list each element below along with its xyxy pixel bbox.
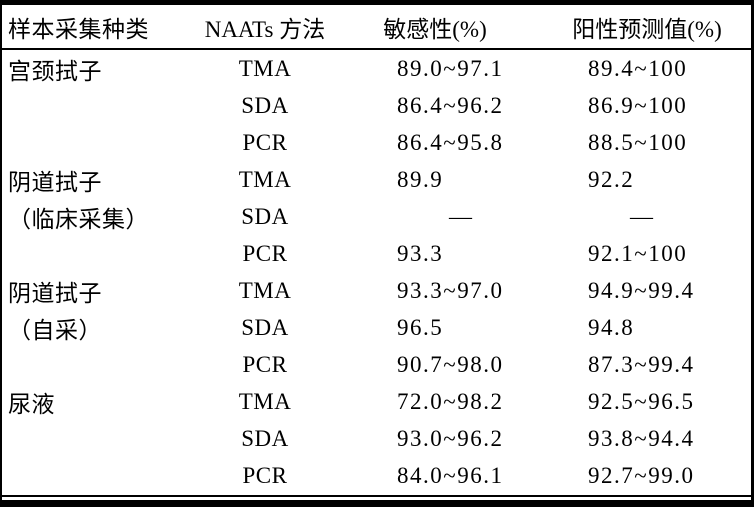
sensitivity-cell: 72.0~98.2: [330, 389, 540, 415]
sensitivity-cell: 89.0~97.1: [330, 56, 540, 82]
sensitivity-cell: 86.4~96.2: [330, 93, 540, 119]
sensitivity-cell: 84.0~96.1: [330, 463, 540, 489]
header-sample-type: 样本采集种类: [8, 16, 149, 42]
sensitivity-cell: 86.4~95.8: [330, 130, 540, 156]
table-row: PCR 84.0~96.1 92.7~99.0: [0, 458, 754, 495]
category-cell: （临床采集）: [8, 206, 149, 232]
table-bottom-rule: [0, 500, 754, 507]
ppv-value: 88.5~100: [588, 129, 688, 155]
ppv-cell: —: [540, 204, 754, 230]
ppv-cell: 92.2: [540, 167, 754, 193]
ppv-value: —: [630, 203, 653, 229]
ppv-cell: 94.8: [540, 315, 754, 341]
method-cell: SDA: [241, 426, 289, 452]
ppv-value: 89.4~100: [588, 55, 688, 81]
method-cell: PCR: [242, 352, 288, 378]
ppv-cell: 86.9~100: [540, 93, 754, 119]
ppv-value: 86.9~100: [588, 92, 688, 118]
ppv-value: 92.7~99.0: [588, 463, 695, 489]
table-row: （临床采集） SDA — —: [0, 198, 754, 235]
ppv-value: 94.8: [588, 315, 635, 341]
category-cell: 尿液: [8, 392, 55, 418]
table-top-rule: [0, 0, 754, 5]
sensitivity-cell: 90.7~98.0: [330, 352, 540, 378]
ppv-cell: 87.3~99.4: [540, 352, 754, 378]
sensitivity-value: 86.4~96.2: [397, 92, 504, 118]
table-row: SDA 86.4~96.2 86.9~100: [0, 87, 754, 124]
sensitivity-value: 93.3: [397, 240, 444, 266]
sensitivity-cell: 96.5: [330, 315, 540, 341]
ppv-cell: 93.8~94.4: [540, 426, 754, 452]
table-body: 宫颈拭子 TMA 89.0~97.1 89.4~100 SDA 86.4~96.…: [0, 50, 754, 497]
ppv-value: 94.9~99.4: [588, 278, 695, 303]
sensitivity-value: 89.9: [397, 166, 444, 192]
table-row: PCR 90.7~98.0 87.3~99.4: [0, 347, 754, 384]
ppv-cell: 92.5~96.5: [540, 389, 754, 415]
ppv-value: 92.2: [588, 166, 635, 192]
table-header-row: 样本采集种类 NAATs 方法 敏感性(%) 阳性预测值(%): [0, 5, 754, 50]
table-row: SDA 93.0~96.2 93.8~94.4: [0, 421, 754, 458]
sensitivity-value: 86.4~95.8: [397, 129, 504, 155]
category-cell: 宫颈拭子: [8, 58, 102, 84]
method-cell: PCR: [242, 463, 288, 489]
ppv-cell: 92.7~99.0: [540, 463, 754, 489]
sensitivity-cell: 93.3: [330, 241, 540, 267]
method-cell: SDA: [241, 315, 289, 341]
category-cell: （自采）: [8, 318, 102, 344]
ppv-cell: 92.1~100: [540, 241, 754, 267]
method-cell: PCR: [242, 129, 288, 155]
sensitivity-value: 93.0~96.2: [397, 426, 504, 452]
sensitivity-cell: 89.9: [330, 167, 540, 193]
table-row: PCR 93.3 92.1~100: [0, 235, 754, 272]
method-cell: SDA: [241, 92, 289, 118]
header-naats-method: NAATs 方法: [204, 16, 326, 42]
sensitivity-cell: —: [330, 204, 540, 230]
ppv-cell: 89.4~100: [540, 56, 754, 82]
method-cell: TMA: [238, 55, 292, 81]
sensitivity-value: 96.5: [397, 315, 444, 341]
sensitivity-value: 93.3~97.0: [397, 278, 504, 303]
sensitivity-cell: 93.0~96.2: [330, 426, 540, 452]
method-cell: SDA: [241, 203, 289, 229]
category-cell: 阴道拭子: [8, 281, 102, 306]
sensitivity-value: —: [449, 203, 472, 229]
table-row: 阴道拭子 TMA 89.9 92.2: [0, 161, 754, 198]
table-row: 尿液 TMA 72.0~98.2 92.5~96.5: [0, 384, 754, 421]
table-row: 阴道拭子 TMA 93.3~97.0 94.9~99.4: [0, 272, 754, 309]
ppv-value: 92.5~96.5: [588, 389, 695, 415]
ppv-value: 87.3~99.4: [588, 352, 695, 378]
method-cell: TMA: [238, 389, 292, 415]
header-sensitivity: 敏感性(%): [383, 16, 487, 42]
method-cell: TMA: [238, 166, 292, 192]
sensitivity-value: 89.0~97.1: [397, 55, 504, 81]
category-cell: 阴道拭子: [8, 169, 102, 195]
figure-left-border: [0, 0, 2, 507]
sensitivity-cell: 93.3~97.0: [330, 278, 540, 304]
ppv-cell: 94.9~99.4: [540, 278, 754, 304]
sensitivity-value: 72.0~98.2: [397, 389, 504, 415]
bottom-rule-gap: [0, 497, 754, 500]
ppv-value: 92.1~100: [588, 240, 688, 266]
ppv-value: 93.8~94.4: [588, 426, 695, 452]
table-row: PCR 86.4~95.8 88.5~100: [0, 124, 754, 161]
sensitivity-value: 90.7~98.0: [397, 352, 504, 378]
sensitivity-value: 84.0~96.1: [397, 463, 504, 489]
ppv-cell: 88.5~100: [540, 130, 754, 156]
table-row: （自采） SDA 96.5 94.8: [0, 310, 754, 347]
method-cell: TMA: [238, 278, 292, 303]
figure-right-border: [751, 0, 754, 507]
header-ppv: 阳性预测值(%): [572, 16, 722, 42]
table-row: 宫颈拭子 TMA 89.0~97.1 89.4~100: [0, 50, 754, 87]
method-cell: PCR: [242, 240, 288, 266]
